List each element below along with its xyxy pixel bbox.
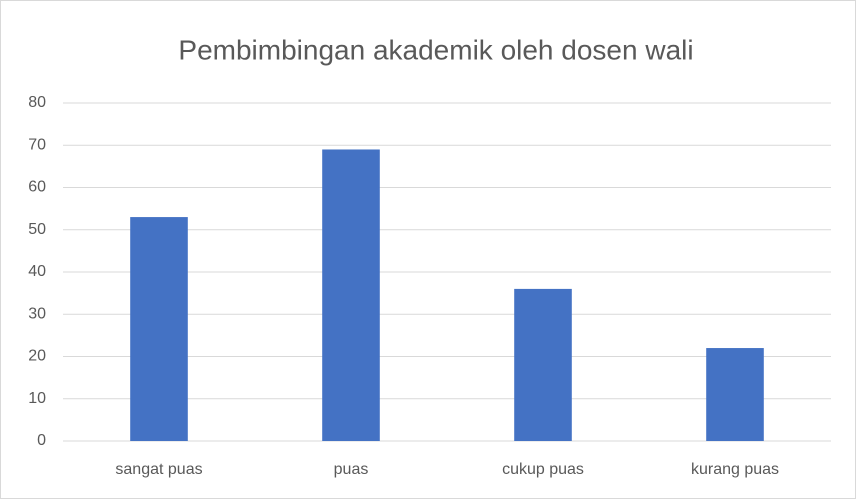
y-tick-label: 10: [28, 390, 46, 407]
y-tick-label: 20: [28, 348, 46, 365]
bar: [706, 348, 764, 441]
bar: [130, 217, 188, 441]
y-tick-label: 30: [28, 305, 46, 322]
y-tick-label: 70: [28, 136, 46, 153]
chart-title: Pembimbingan akademik oleh dosen wali: [178, 34, 693, 65]
y-tick-label: 50: [28, 221, 46, 238]
bar: [322, 149, 380, 441]
y-tick-label: 60: [28, 179, 46, 196]
x-tick-label: kurang puas: [691, 461, 779, 478]
y-tick-label: 80: [28, 94, 46, 111]
x-tick-label: puas: [334, 461, 369, 478]
x-tick-label: sangat puas: [115, 461, 202, 478]
x-tick-label: cukup puas: [502, 461, 584, 478]
bar: [514, 288, 572, 441]
y-tick-label: 0: [37, 432, 46, 449]
y-tick-label: 40: [28, 263, 46, 280]
